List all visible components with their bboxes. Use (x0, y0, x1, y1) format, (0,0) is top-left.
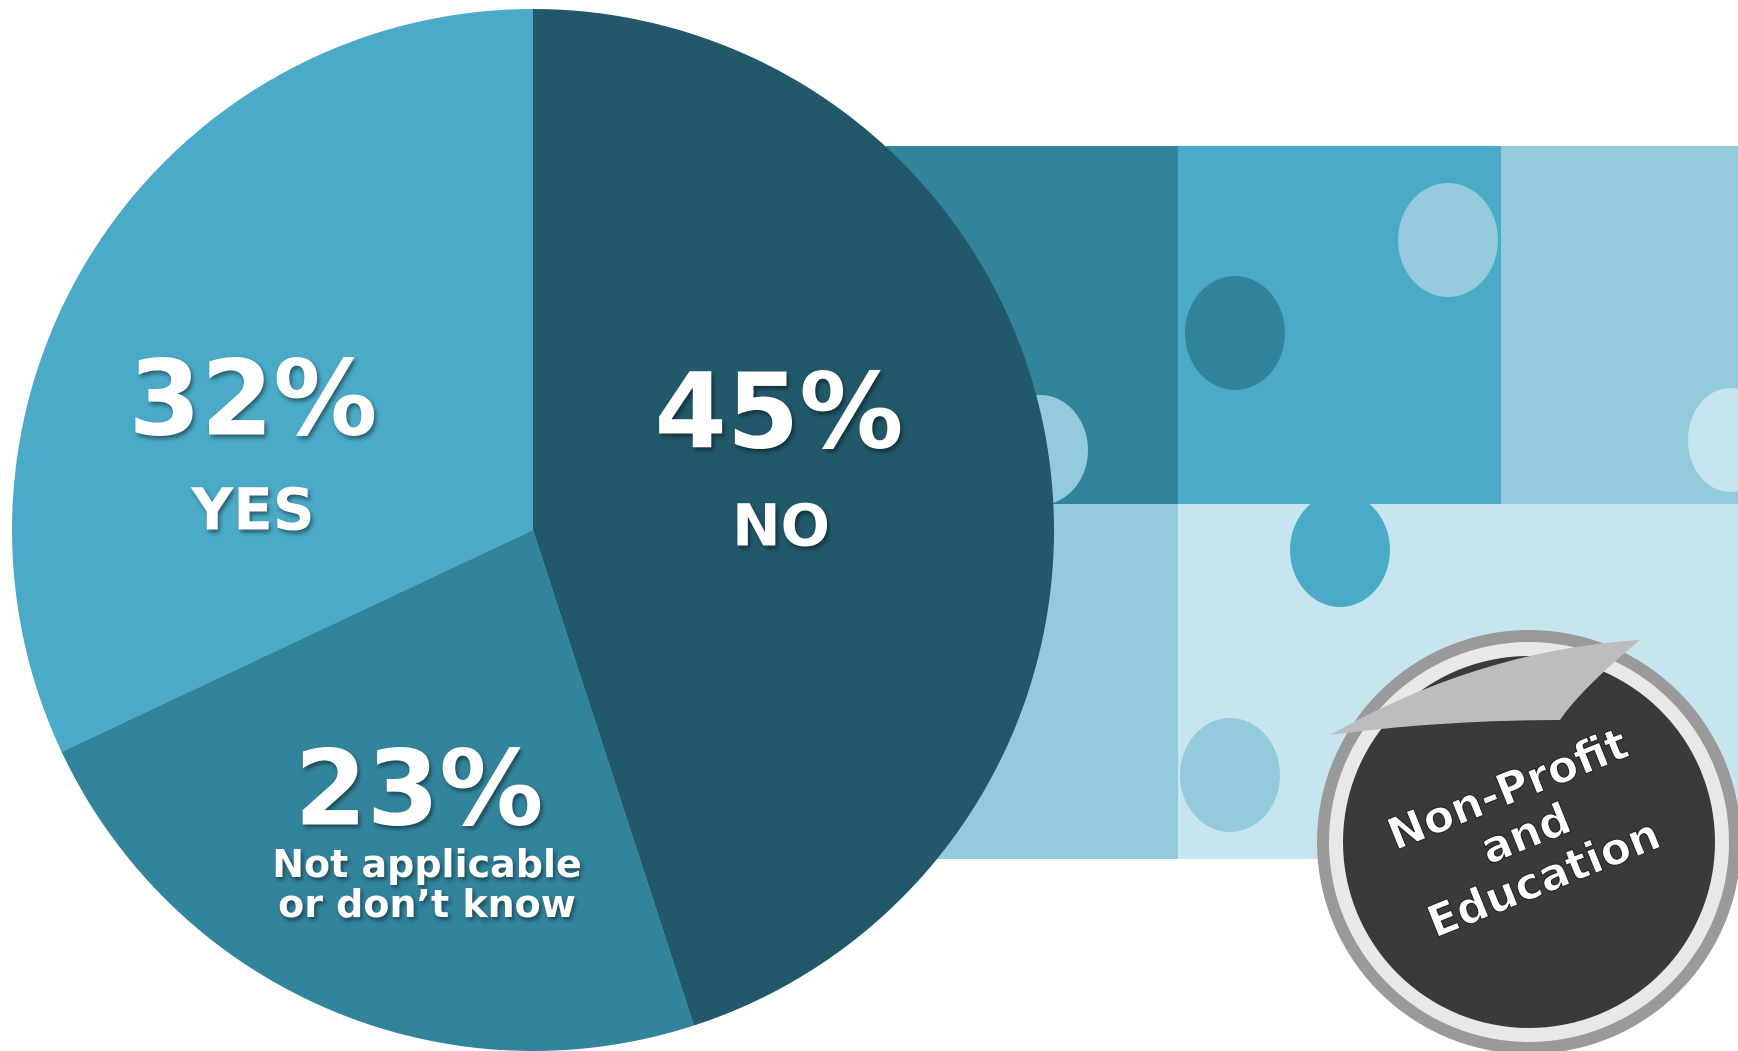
value-label: 23% (294, 727, 544, 850)
category-label: NO (732, 491, 830, 560)
pie-slice (61, 530, 694, 1051)
category-label: Not applicable or don’t know (272, 842, 582, 926)
pie-slice (12, 9, 534, 752)
value-label: 32% (128, 337, 378, 460)
pie (12, 9, 1054, 1051)
badge: Non-Profit and Education (1317, 630, 1738, 1051)
value-label: 45% (654, 350, 904, 473)
category-label: YES (191, 475, 315, 544)
pie-slice (533, 9, 1054, 1026)
